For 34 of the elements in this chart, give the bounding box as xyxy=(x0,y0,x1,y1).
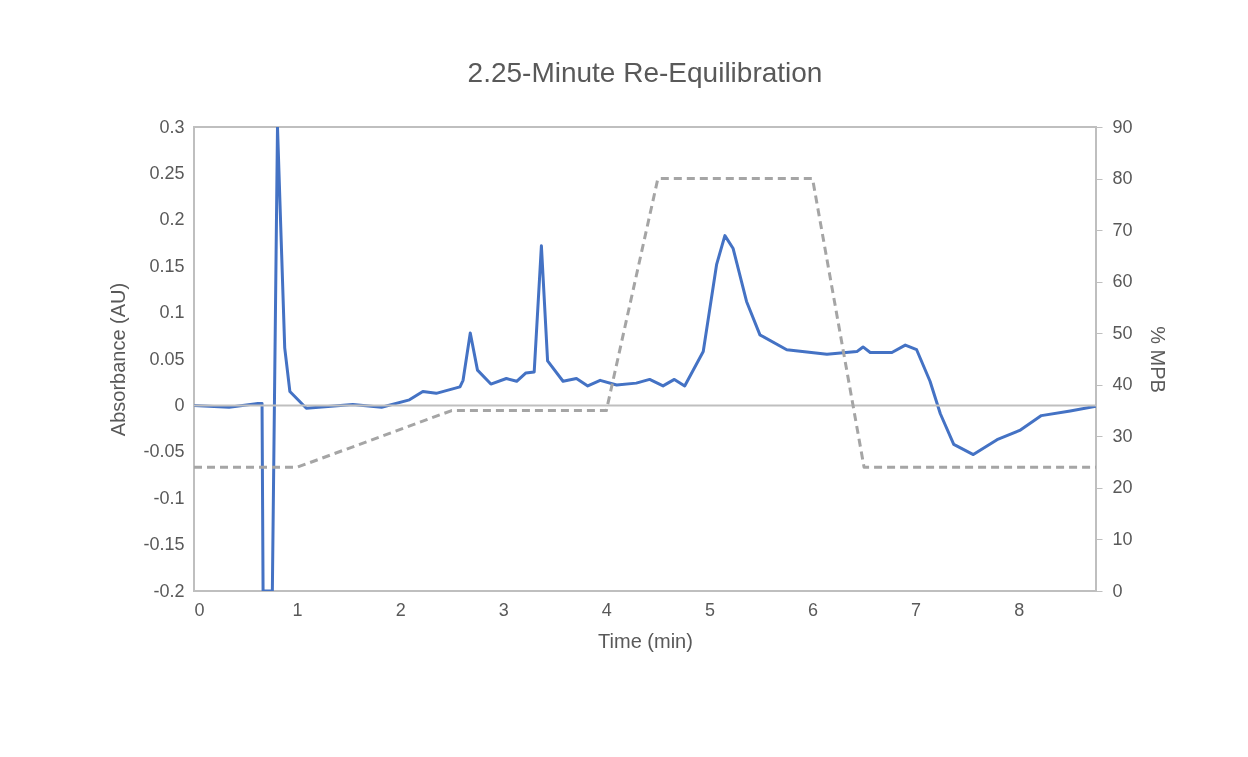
chart-title: 2.25-Minute Re-Equilibration xyxy=(467,57,823,88)
x-tick-label: 6 xyxy=(808,599,819,620)
y-tick-label: 0.25 xyxy=(149,162,185,183)
y2-tick-label: 10 xyxy=(1112,528,1133,549)
y-tick-label: 0.05 xyxy=(149,348,185,369)
y-tick-label: 0.1 xyxy=(159,302,185,323)
y2-tick-label: 40 xyxy=(1112,374,1133,395)
y2-tick-label: 60 xyxy=(1112,271,1133,292)
y-tick-label: 0 xyxy=(174,394,185,415)
x-tick-label: 0 xyxy=(194,599,205,620)
x-tick-label: 1 xyxy=(292,599,303,620)
y2-tick-label: 20 xyxy=(1112,477,1133,498)
y-tick-label: 0.2 xyxy=(159,209,185,230)
x-tick-label: 3 xyxy=(498,599,509,620)
x-tick-label: 2 xyxy=(395,599,406,620)
y2-tick-label: 0 xyxy=(1112,580,1123,601)
y-tick-label: -0.1 xyxy=(153,487,185,508)
y2-tick-label: 50 xyxy=(1112,322,1133,343)
y-tick-label: 0.3 xyxy=(159,116,185,137)
x-tick-label: 4 xyxy=(601,599,612,620)
x-axis-title: Time (min) xyxy=(598,629,693,652)
y2-tick-label: 80 xyxy=(1112,168,1133,189)
x-tick-label: 7 xyxy=(911,599,922,620)
x-tick-label: 5 xyxy=(704,599,715,620)
y2-axis-title: % MPB xyxy=(1146,326,1169,393)
x-tick-label: 8 xyxy=(1014,599,1025,620)
y2-tick-label: 30 xyxy=(1112,425,1133,446)
y2-tick-label: 90 xyxy=(1112,116,1133,137)
y2-tick-label: 70 xyxy=(1112,219,1133,240)
y-tick-label: -0.05 xyxy=(143,441,185,462)
y-axis-title: Absorbance (AU) xyxy=(107,282,130,437)
y-tick-label: -0.2 xyxy=(153,580,185,601)
y-tick-label: -0.15 xyxy=(143,534,185,555)
y-tick-label: 0.15 xyxy=(149,255,185,276)
